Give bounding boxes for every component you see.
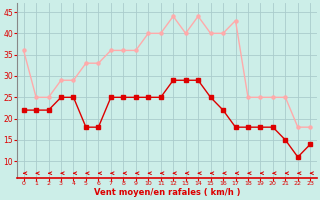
X-axis label: Vent moyen/en rafales ( km/h ): Vent moyen/en rafales ( km/h ): [94, 188, 240, 197]
